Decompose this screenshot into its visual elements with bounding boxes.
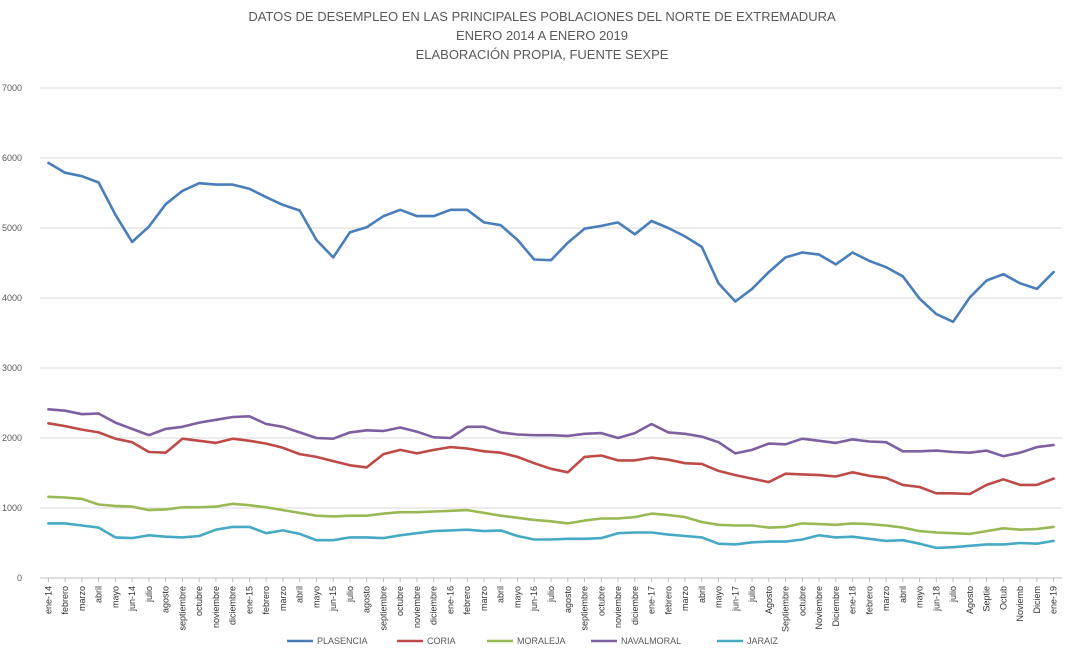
x-tick-label: Noviembre (814, 586, 824, 630)
y-tick-label: 2000 (2, 433, 22, 443)
gridlines (40, 87, 1062, 579)
x-tick-label: ene-18 (848, 586, 858, 614)
x-tick-label: abril (496, 586, 506, 603)
series-lines (47, 161, 1055, 550)
x-tick-label: marzo (680, 586, 690, 611)
legend-label-coria: CORIA (427, 636, 456, 646)
x-tick-label: ene-16 (445, 586, 455, 614)
x-tick-label: Septiembre (781, 586, 791, 632)
series-line-coria (47, 421, 1055, 496)
x-tick-label: ene-15 (244, 586, 254, 614)
x-tick-label: octubre (596, 586, 606, 616)
x-tick-label: septiembre (378, 586, 388, 631)
x-tick-label: agosto (362, 586, 372, 613)
x-tick-label: ene-14 (43, 586, 53, 614)
y-tick-label: 4000 (2, 293, 22, 303)
y-tick-label: 1000 (2, 503, 22, 513)
x-tick-label: ene-19 (1049, 586, 1059, 614)
x-tick-label: Octub (998, 586, 1008, 610)
series-line-navalmoral (47, 407, 1055, 458)
legend-label-navalmoral: NAVALMORAL (621, 636, 681, 646)
x-tick-label: jun-17 (730, 586, 740, 612)
x-tick-label: jun-18 (931, 586, 941, 612)
x-tick-label: abril (898, 586, 908, 603)
series-line-plasencia (47, 161, 1055, 324)
y-tick-label: 6000 (2, 153, 22, 163)
series-line-moraleja (47, 495, 1055, 536)
x-tick-label: febrero (864, 586, 874, 615)
title-line-3: ELABORACIÓN PROPIA, FUENTE SEXPE (416, 47, 669, 62)
x-tick-label: febrero (462, 586, 472, 615)
x-tick-label: mayo (311, 586, 321, 608)
title-line-1: DATOS DE DESEMPLEO EN LAS PRINCIPALES PO… (248, 9, 836, 24)
y-tick-label: 0 (17, 573, 22, 583)
x-tick-label: abril (94, 586, 104, 603)
x-tick-label: abril (697, 586, 707, 603)
x-tick-label: ene-17 (647, 586, 657, 614)
x-tick-label: julio (546, 586, 556, 603)
x-tick-label: marzo (278, 586, 288, 611)
x-tick-label: noviembre (412, 586, 422, 628)
x-tick-label: septiembre (580, 586, 590, 631)
y-tick-label: 5000 (2, 223, 22, 233)
x-tick-label: julio (747, 586, 757, 603)
x-tick-label: diciembre (429, 586, 439, 625)
x-tick-label: marzo (479, 586, 489, 611)
x-tick-label: julio (345, 586, 355, 603)
x-tick-label: diciembre (228, 586, 238, 625)
legend-label-moraleja: MORALEJA (517, 636, 566, 646)
legend-label-plasencia: PLASENCIA (317, 636, 368, 646)
x-tick-label: Septie (982, 586, 992, 612)
x-tick-label: febrero (663, 586, 673, 615)
x-tick-label: marzo (77, 586, 87, 611)
x-tick-label: mayo (915, 586, 925, 608)
x-tick-label: Diciem (1032, 586, 1042, 614)
x-tick-label: septiembre (177, 586, 187, 631)
x-tick-label: jun-16 (529, 586, 539, 612)
y-tick-label: 7000 (2, 83, 22, 93)
x-tick-label: Diciembre (831, 586, 841, 627)
x-tick-label: mayo (512, 586, 522, 608)
series-line-jaraiz (47, 522, 1055, 550)
x-tick-label: Noviemb (1015, 586, 1025, 622)
y-tick-label: 3000 (2, 363, 22, 373)
x-tick-label: agosto (161, 586, 171, 613)
x-axis-tick-labels: ene-14 febrero marzo abril mayo jun-14 julio ag… (43, 578, 1059, 632)
x-tick-label: octubre (194, 586, 204, 616)
x-tick-label: abril (295, 586, 305, 603)
x-tick-label: febrero (60, 586, 70, 615)
x-tick-label: jun-15 (328, 586, 338, 612)
legend: PLASENCIA CORIA MORALEJA NAVALMORAL JARAIZ (287, 636, 779, 646)
y-axis-tick-labels: 0 1000 2000 3000 4000 5000 6000 7000 (2, 83, 22, 583)
x-tick-label: octubre (797, 586, 807, 616)
x-tick-label: febrero (261, 586, 271, 615)
chart-title: DATOS DE DESEMPLEO EN LAS PRINCIPALES PO… (248, 9, 836, 62)
x-tick-label: marzo (881, 586, 891, 611)
x-tick-label: noviembre (613, 586, 623, 628)
legend-label-jaraiz: JARAIZ (747, 636, 779, 646)
x-tick-label: Agosto (764, 586, 774, 614)
x-tick-label: mayo (714, 586, 724, 608)
x-tick-label: noviembre (211, 586, 221, 628)
x-tick-label: jun-14 (127, 586, 137, 612)
x-tick-label: agosto (563, 586, 573, 613)
x-tick-label: julio (948, 586, 958, 603)
title-line-2: ENERO 2014 A ENERO 2019 (456, 28, 628, 43)
x-tick-label: octubre (395, 586, 405, 616)
x-tick-label: Agosto (965, 586, 975, 614)
x-tick-label: mayo (110, 586, 120, 608)
x-tick-label: julio (144, 586, 154, 603)
x-tick-label: diciembre (630, 586, 640, 625)
